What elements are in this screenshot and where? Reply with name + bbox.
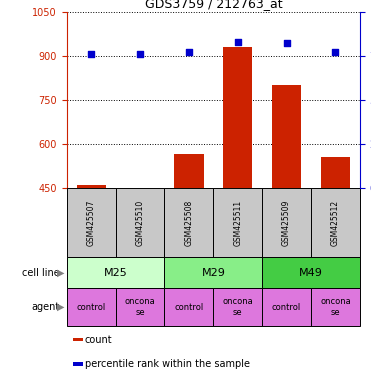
Bar <box>213 288 262 326</box>
Text: cell line: cell line <box>22 268 59 278</box>
Bar <box>164 288 213 326</box>
Text: GSM425511: GSM425511 <box>233 200 242 246</box>
Point <box>186 49 192 55</box>
Bar <box>67 188 116 257</box>
Text: control: control <box>76 303 106 312</box>
Text: M49: M49 <box>299 268 323 278</box>
Text: GSM425510: GSM425510 <box>135 200 145 246</box>
Bar <box>321 157 350 188</box>
Bar <box>164 188 213 257</box>
Text: control: control <box>272 303 301 312</box>
Bar <box>262 188 311 257</box>
Text: percentile rank within the sample: percentile rank within the sample <box>85 359 250 369</box>
Text: M25: M25 <box>104 268 128 278</box>
Text: GSM425509: GSM425509 <box>282 200 291 246</box>
Text: oncona
se: oncona se <box>222 298 253 317</box>
Bar <box>73 338 83 341</box>
Point <box>137 51 143 57</box>
Bar <box>174 154 204 188</box>
Point <box>88 51 94 57</box>
Text: agent: agent <box>31 302 59 312</box>
Bar <box>164 257 262 288</box>
Text: GSM425508: GSM425508 <box>184 200 193 246</box>
Bar <box>67 257 164 288</box>
Bar <box>223 47 252 188</box>
Bar <box>67 288 116 326</box>
Text: ▶: ▶ <box>58 302 65 312</box>
Text: ▶: ▶ <box>58 268 65 278</box>
Text: oncona
se: oncona se <box>320 298 351 317</box>
Bar <box>213 188 262 257</box>
Point <box>332 49 338 55</box>
Bar <box>76 185 106 188</box>
Bar <box>116 188 164 257</box>
Bar <box>262 288 311 326</box>
Bar <box>311 188 360 257</box>
Text: M29: M29 <box>201 268 225 278</box>
Point <box>235 38 241 45</box>
Bar <box>272 85 301 188</box>
Point <box>284 40 290 46</box>
Text: oncona
se: oncona se <box>125 298 155 317</box>
Text: control: control <box>174 303 204 312</box>
Bar <box>73 362 83 366</box>
Text: count: count <box>85 335 112 345</box>
Text: GSM425507: GSM425507 <box>87 200 96 246</box>
Bar <box>311 288 360 326</box>
Bar <box>116 288 164 326</box>
Bar <box>262 257 360 288</box>
Text: GSM425512: GSM425512 <box>331 200 340 246</box>
Title: GDS3759 / 212763_at: GDS3759 / 212763_at <box>145 0 282 10</box>
